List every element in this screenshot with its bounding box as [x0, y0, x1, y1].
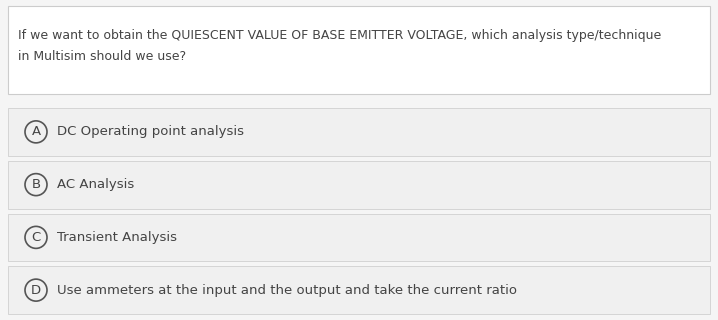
Text: D: D — [31, 284, 41, 297]
FancyBboxPatch shape — [8, 6, 710, 94]
Text: A: A — [32, 125, 40, 138]
Text: C: C — [32, 231, 41, 244]
Text: If we want to obtain the QUIESCENT VALUE OF BASE EMITTER VOLTAGE, which analysis: If we want to obtain the QUIESCENT VALUE… — [18, 29, 661, 62]
Text: Transient Analysis: Transient Analysis — [57, 231, 177, 244]
FancyBboxPatch shape — [8, 213, 710, 261]
FancyBboxPatch shape — [8, 266, 710, 314]
Text: DC Operating point analysis: DC Operating point analysis — [57, 125, 244, 138]
Circle shape — [25, 226, 47, 248]
Text: B: B — [32, 178, 40, 191]
FancyBboxPatch shape — [8, 108, 710, 156]
Circle shape — [25, 174, 47, 196]
Circle shape — [25, 279, 47, 301]
Text: Use ammeters at the input and the output and take the current ratio: Use ammeters at the input and the output… — [57, 284, 517, 297]
Circle shape — [25, 121, 47, 143]
FancyBboxPatch shape — [8, 161, 710, 209]
Text: AC Analysis: AC Analysis — [57, 178, 134, 191]
